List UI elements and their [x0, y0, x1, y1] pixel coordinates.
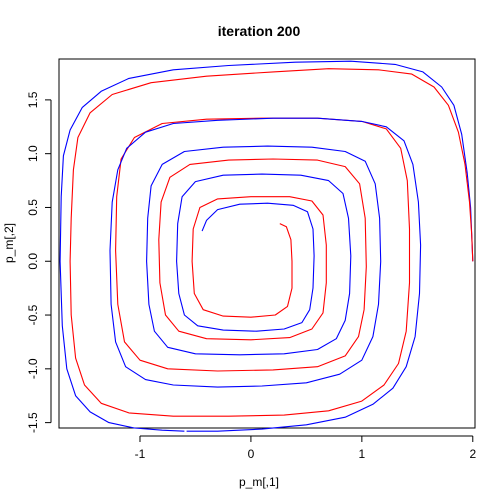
- x-tick-label: 2: [469, 447, 476, 461]
- y-tick-label: -1.5: [26, 412, 40, 433]
- y-tick-label: 1.0: [26, 145, 40, 162]
- x-tick-label: -1: [135, 447, 146, 461]
- x-axis-title: p_m[,1]: [239, 475, 279, 489]
- series-line-3: [109, 117, 422, 432]
- series-layer: [59, 60, 474, 432]
- y-tick-label: -0.5: [26, 304, 40, 325]
- y-tick-label: 0.0: [26, 253, 40, 270]
- plot-frame: [58, 58, 476, 429]
- x-axis: -1 0 1 2: [135, 435, 476, 461]
- y-tick-label: -1.0: [26, 358, 40, 379]
- y-tick-label: 1.5: [26, 91, 40, 108]
- series-line-1: [59, 60, 474, 432]
- chart-title: iteration 200: [218, 23, 301, 39]
- x-tick-label: 1: [359, 447, 366, 461]
- y-axis: -1.5 -1.0 -0.5 0.0 0.5 1.0 1.5: [26, 91, 52, 433]
- y-tick-label: 0.5: [26, 199, 40, 216]
- y-axis-title: p_m[,2]: [2, 223, 16, 263]
- series-line-2: [69, 68, 474, 417]
- x-tick-label: 0: [248, 447, 255, 461]
